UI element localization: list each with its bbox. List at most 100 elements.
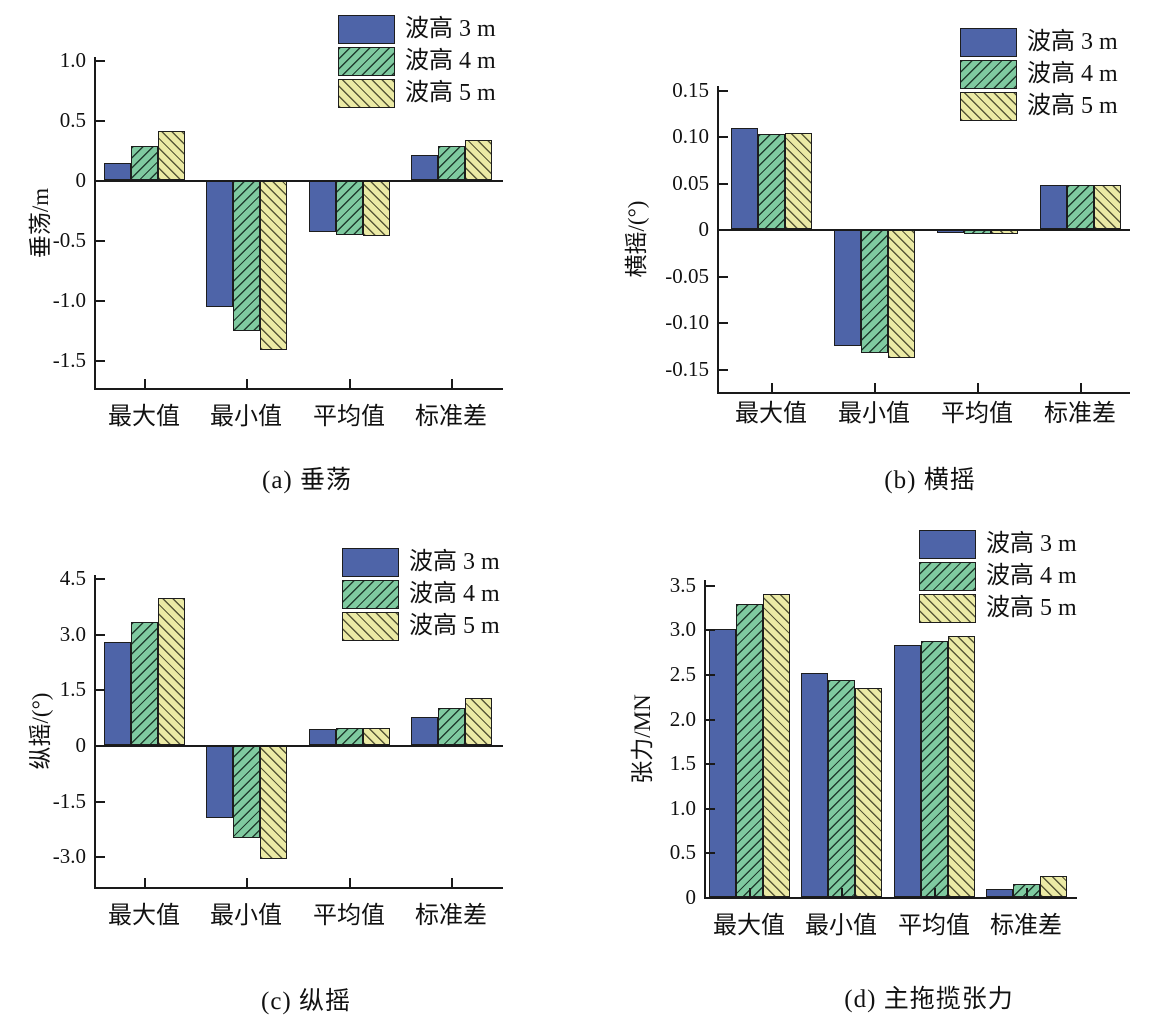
bar-d-mean-h4 bbox=[920, 640, 948, 897]
y-tick-label: 2.5 bbox=[669, 662, 696, 686]
x-axis bbox=[717, 392, 1130, 394]
y-tick bbox=[706, 718, 715, 721]
x-category-label: 最大值 bbox=[108, 404, 180, 430]
bar-d-mean-h5 bbox=[947, 635, 975, 897]
zero-line bbox=[94, 180, 503, 182]
bar-c-max-h4 bbox=[130, 621, 158, 745]
bar-a-max-h4 bbox=[130, 146, 158, 180]
bar-d-max-h4 bbox=[735, 603, 763, 897]
bar-b-std-h3 bbox=[1039, 185, 1067, 229]
y-tick-label: 0.10 bbox=[672, 124, 709, 148]
y-axis bbox=[704, 580, 706, 899]
y-tick-label: 0.05 bbox=[672, 170, 709, 195]
bar-a-min-h3 bbox=[205, 180, 233, 308]
bar-b-std-h4 bbox=[1066, 185, 1094, 229]
x-tick bbox=[771, 383, 773, 392]
bar-c-std-h4 bbox=[437, 707, 465, 745]
bar-a-mean-h4 bbox=[335, 180, 363, 236]
bar-a-mean-h5 bbox=[362, 180, 390, 237]
y-tick-label: 3.5 bbox=[669, 572, 696, 597]
x-category-label: 标准差 bbox=[415, 903, 487, 929]
legend-swatch-h4 bbox=[342, 580, 399, 609]
legend-label-h5: 波高 5 m bbox=[409, 613, 500, 639]
bar-d-std-h3 bbox=[985, 888, 1013, 897]
caption-c: (c) 纵摇 bbox=[261, 988, 351, 1015]
y-tick bbox=[96, 120, 105, 122]
x-category-label: 标准差 bbox=[415, 404, 487, 430]
y-tick-label: -0.05 bbox=[665, 263, 709, 288]
bar-b-max-h3 bbox=[730, 127, 758, 229]
caption-d: (d) 主拖揽张力 bbox=[844, 986, 1014, 1013]
x-tick bbox=[246, 379, 248, 388]
x-tick bbox=[144, 379, 146, 388]
bar-b-min-h3 bbox=[833, 229, 861, 347]
y-tick bbox=[96, 856, 105, 859]
x-tick bbox=[874, 383, 876, 392]
y-tick bbox=[706, 763, 715, 766]
y-tick bbox=[706, 852, 715, 855]
y-tick bbox=[719, 275, 728, 278]
legend-label-h5: 波高 5 m bbox=[1027, 93, 1118, 119]
x-category-label: 标准差 bbox=[990, 913, 1062, 939]
y-tick bbox=[706, 807, 715, 810]
x-category-label: 最小值 bbox=[210, 903, 282, 929]
bar-a-std-h4 bbox=[437, 146, 465, 180]
zero-line bbox=[704, 897, 1077, 899]
legend-swatch-h5 bbox=[960, 92, 1017, 121]
x-category-label: 平均值 bbox=[941, 401, 1013, 427]
legend-swatch-h4 bbox=[960, 60, 1017, 89]
y-tick-label: 0.5 bbox=[59, 108, 86, 132]
x-category-label: 平均值 bbox=[313, 404, 385, 430]
y-tick-label: 0.15 bbox=[672, 77, 709, 102]
bar-c-max-h3 bbox=[103, 641, 131, 745]
y-tick-label: 0 bbox=[75, 733, 87, 757]
y-tick bbox=[96, 240, 105, 242]
x-tick bbox=[349, 379, 351, 388]
y-tick-label: -1.0 bbox=[52, 288, 86, 312]
legend-swatch-h4 bbox=[919, 562, 976, 591]
legend-swatch-h4 bbox=[338, 47, 395, 76]
bar-c-std-h5 bbox=[464, 697, 492, 745]
y-tick bbox=[719, 89, 728, 92]
y-tick-label: 0 bbox=[75, 168, 87, 192]
x-category-label: 最大值 bbox=[108, 903, 180, 929]
chart-roll: (b) 横摇 横摇/(°) 0.15 0.10 0.05 0 -0.05 -0.10 -0.… bbox=[574, 0, 1149, 500]
chart-pitch: (c) 纵摇 纵摇/(°) 4.5 3.0 1.5 0 -1.5 -3.0 最大值 最小值 平均… bbox=[0, 500, 574, 1027]
y-tick bbox=[96, 689, 105, 692]
x-tick bbox=[451, 379, 453, 388]
bar-d-min-h4 bbox=[827, 680, 855, 897]
zero-line bbox=[717, 229, 1130, 231]
x-category-label: 最小值 bbox=[805, 913, 877, 939]
legend-label-h4: 波高 4 m bbox=[405, 48, 496, 74]
bar-c-std-h3 bbox=[410, 716, 438, 745]
y-tick-label: 2.0 bbox=[669, 706, 696, 731]
legend-label-h3: 波高 3 m bbox=[1027, 29, 1118, 55]
x-tick bbox=[977, 383, 979, 392]
bar-d-max-h5 bbox=[762, 593, 790, 897]
x-category-label: 最大值 bbox=[713, 913, 785, 939]
x-tick bbox=[246, 878, 248, 887]
x-tick bbox=[749, 888, 751, 897]
y-tick-label: 1.5 bbox=[669, 751, 696, 776]
x-category-label: 平均值 bbox=[313, 903, 385, 929]
bar-c-min-h3 bbox=[205, 745, 233, 819]
y-tick bbox=[719, 322, 728, 324]
y-tick bbox=[96, 300, 105, 302]
legend-swatch-h5 bbox=[919, 594, 976, 623]
y-tick-label: 4.5 bbox=[59, 566, 86, 591]
y-tick-label: 3.0 bbox=[59, 621, 86, 646]
legend-label-h5: 波高 5 m bbox=[405, 80, 496, 106]
bar-c-max-h5 bbox=[157, 598, 185, 745]
y-tick bbox=[96, 578, 105, 581]
x-tick bbox=[1080, 383, 1082, 392]
y-tick bbox=[719, 182, 728, 185]
y-tick bbox=[96, 180, 105, 182]
bar-d-min-h3 bbox=[800, 673, 828, 897]
y-tick-label: -1.5 bbox=[52, 348, 86, 372]
legend-swatch-h5 bbox=[338, 79, 395, 108]
bar-a-min-h5 bbox=[259, 180, 287, 351]
legend-label-h4: 波高 4 m bbox=[986, 563, 1077, 589]
y-tick-label: -0.10 bbox=[665, 310, 709, 334]
legend-label-h5: 波高 5 m bbox=[986, 595, 1077, 621]
